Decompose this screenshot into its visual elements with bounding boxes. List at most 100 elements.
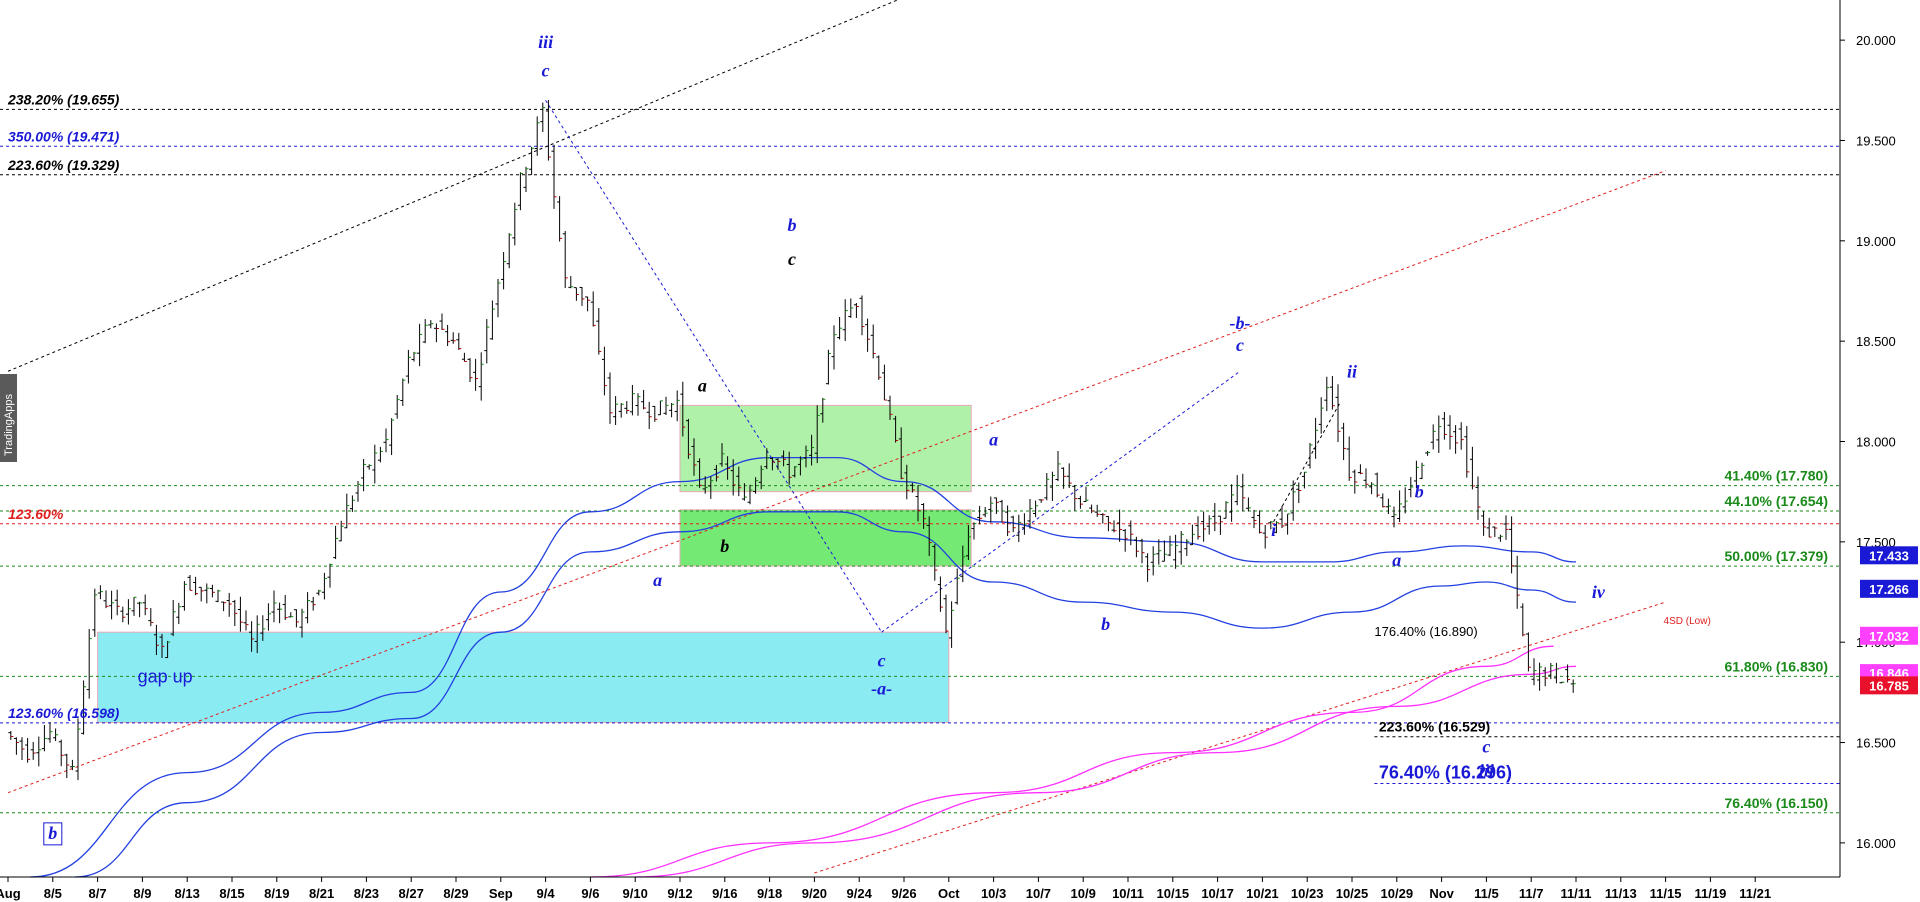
candle [394,394,400,419]
candle [702,476,708,494]
candle [1520,603,1526,637]
candle [859,295,865,336]
candle [389,418,395,456]
candle [1094,504,1100,517]
candle [47,722,53,743]
candle [1257,510,1263,534]
x-tick-label-14: 9/10 [623,886,648,901]
candle [1329,375,1335,410]
candle [1122,528,1128,552]
candle [187,575,193,591]
wave-label-19: iii [1479,761,1494,781]
candle [1385,498,1391,514]
annotation-1: 176.40% (16.890) [1374,624,1477,639]
candle [473,358,479,391]
candle [1402,487,1408,514]
candle [405,349,411,384]
x-tick-label-28: 10/21 [1246,886,1279,901]
candle [1240,473,1246,512]
candle [1217,515,1223,535]
candle [960,545,966,583]
candle [1212,503,1218,532]
candle [1346,436,1352,481]
candle [1458,422,1464,450]
candle [943,594,949,634]
candle [730,459,736,496]
candle [153,624,159,656]
candle [680,381,686,437]
candle [1027,499,1033,529]
wave-label-3: c [788,249,796,269]
x-tick-label-0: Aug [0,886,21,901]
zone-label-0: gap up [138,666,193,686]
x-tick-label-39: 11/21 [1739,886,1771,901]
candle [1503,515,1509,540]
candle [775,458,781,470]
candle [999,499,1005,523]
trendlines-layer [7,0,1666,874]
wave-label-6: b [720,536,729,556]
candle [842,299,848,341]
candle [1324,376,1330,412]
y-tick-label-3: 18.500 [1856,334,1896,349]
wave-label-box-20 [43,822,63,846]
x-tick-label-37: 11/15 [1650,886,1682,901]
levels-layer [0,108,1840,814]
candle [1296,482,1302,504]
candle [1425,450,1431,456]
candle [1139,538,1145,564]
candle [131,596,137,616]
x-tick-label-17: 9/18 [757,886,782,901]
price-badge-4 [1860,676,1918,695]
x-tick-label-30: 10/25 [1336,886,1369,901]
candle [685,418,691,459]
x-tick-label-34: 11/7 [1519,886,1544,901]
candle [1173,534,1179,569]
candle [579,286,585,306]
candle [523,166,529,192]
candle [753,477,759,494]
x-tick-label-38: 11/19 [1694,886,1726,901]
candle [232,599,238,626]
candle [1481,510,1487,536]
candle [1156,539,1162,565]
zone-2 [679,509,972,567]
candle [1301,471,1307,489]
candle [781,450,787,467]
candle [1273,521,1279,534]
candle [613,396,619,425]
candle [120,606,126,623]
candle [1206,515,1212,535]
wave-label-13: ii [1347,361,1357,381]
x-tick-label-29: 10/23 [1291,886,1324,901]
candle [366,464,372,470]
candle [1565,664,1571,683]
watermark: TradingApps [0,374,17,462]
candle [1167,535,1173,557]
candle [932,543,938,581]
candle [461,352,467,362]
candle [1285,513,1291,535]
y-tick-label-2: 19.000 [1856,234,1896,249]
x-tick-label-10: 8/29 [443,886,468,901]
y-tick-label-8: 16.000 [1856,836,1896,851]
moving-average-3 [590,645,1554,878]
candle [103,590,109,609]
candle [1313,417,1319,459]
level-label-10: 76.40% (16.296) [1379,762,1512,782]
candle [1469,446,1475,490]
candle [652,405,658,422]
x-tick-label-11: Sep [489,886,513,901]
y-tick-label-1: 19.500 [1856,133,1896,148]
candle [142,594,148,616]
price-badge-text-1: 17.266 [1869,582,1909,597]
candle [669,402,675,418]
candle [198,586,204,602]
candle [568,276,574,289]
wave-label-8: b [1101,614,1110,634]
candle [30,741,36,760]
candle [848,298,854,318]
wave-label-10: -a- [871,678,892,698]
x-tick-label-24: 10/9 [1071,886,1096,901]
